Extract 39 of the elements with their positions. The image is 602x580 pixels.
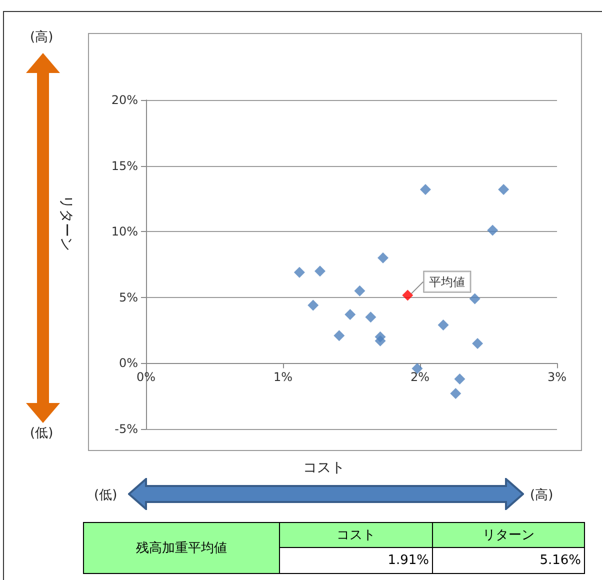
point xyxy=(420,184,431,195)
point xyxy=(450,388,462,399)
text: コスト xyxy=(279,522,433,548)
point xyxy=(294,266,305,278)
point xyxy=(365,312,376,323)
point xyxy=(438,320,449,331)
text: リターン xyxy=(432,522,585,548)
point xyxy=(314,266,326,277)
point xyxy=(374,335,386,346)
point xyxy=(378,252,389,264)
point xyxy=(308,300,319,311)
text: 5.16% xyxy=(432,547,585,574)
text: (低) xyxy=(30,425,54,442)
y-axis-title: リターン xyxy=(57,195,75,251)
point xyxy=(472,338,484,349)
y-tick-label: 10% xyxy=(111,224,138,239)
text: (低) xyxy=(94,487,118,504)
point xyxy=(354,285,366,296)
point xyxy=(487,224,498,236)
series-label: 平均値 xyxy=(429,274,466,289)
x-tick-label: 3% xyxy=(547,370,567,384)
point xyxy=(454,373,466,384)
x-tick-label: 1% xyxy=(273,370,293,384)
y-tick-label: -5% xyxy=(114,422,138,436)
point xyxy=(498,184,510,195)
point xyxy=(344,309,356,320)
y-tick-label: 20% xyxy=(111,93,138,107)
text: (高) xyxy=(530,487,554,504)
point xyxy=(469,293,480,304)
y-tick-label: 5% xyxy=(118,290,138,304)
x-axis-title: コスト xyxy=(303,459,345,477)
text: (高) xyxy=(30,29,54,46)
y-tick-label: 15% xyxy=(111,158,138,173)
point xyxy=(402,290,414,301)
text: 1.91% xyxy=(279,547,433,574)
point xyxy=(334,330,345,342)
y-tick-label: 0% xyxy=(118,356,138,370)
x-tick-label: 2% xyxy=(410,370,430,384)
text: 残高加重平均値 xyxy=(83,522,280,574)
